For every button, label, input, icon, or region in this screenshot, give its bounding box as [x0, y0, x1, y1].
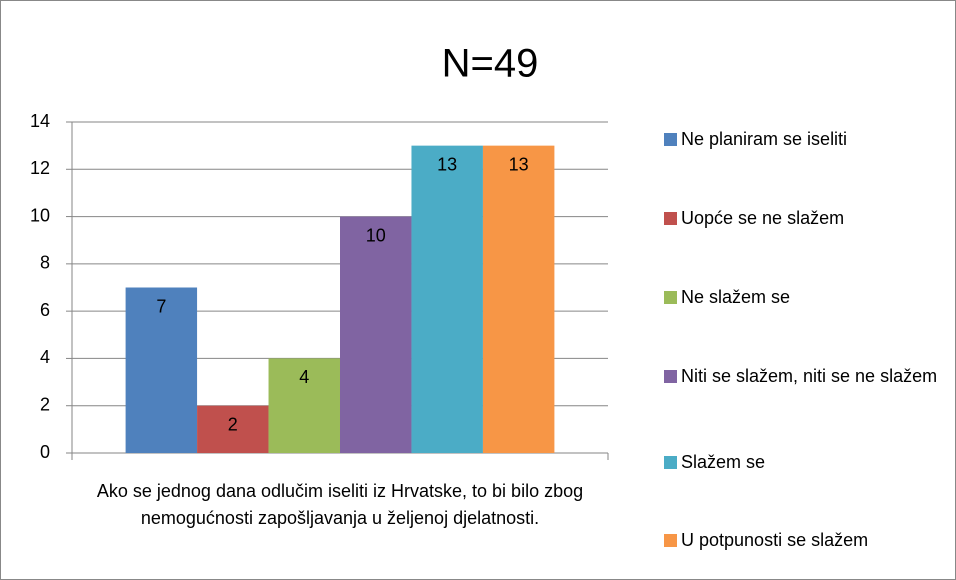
- legend-label: Slažem se: [681, 452, 766, 472]
- data-label: 7: [156, 296, 166, 316]
- legend-label: Uopće se ne slažem: [681, 208, 845, 228]
- legend-item: Ne slažem se: [664, 284, 949, 311]
- y-tick-label: 4: [40, 347, 50, 367]
- data-label: 13: [437, 154, 457, 174]
- legend-swatch: [664, 534, 677, 547]
- legend-label: U potpunosti se slažem: [681, 530, 869, 550]
- legend-label: Niti se slažem, niti se ne slažem: [681, 366, 938, 386]
- legend-swatch: [664, 133, 677, 146]
- legend-label: Ne planiram se iseliti: [681, 129, 848, 149]
- legend-swatch: [664, 370, 677, 383]
- bar: [482, 145, 555, 453]
- y-tick-label: 6: [40, 300, 50, 320]
- data-label: 13: [509, 154, 529, 174]
- legend-swatch: [664, 212, 677, 225]
- x-tick-label: Ako se jednog dana odlučim iseliti iz Hr…: [96, 481, 584, 528]
- legend-item: Niti se slažem, niti se ne slažem: [664, 363, 949, 390]
- legend-swatch: [664, 291, 677, 304]
- data-label: 4: [299, 367, 309, 387]
- bar: [340, 216, 412, 453]
- legend-item: Uopće se ne slažem: [664, 205, 949, 232]
- bar: [411, 145, 483, 453]
- bar: [125, 287, 198, 453]
- legend-item: Ne planiram se iseliti: [664, 126, 949, 153]
- legend-item: U potpunosti se slažem: [664, 527, 949, 554]
- chart-title: N=49: [442, 42, 539, 86]
- data-label: 2: [228, 414, 238, 434]
- data-label: 10: [366, 225, 386, 245]
- y-tick-label: 12: [30, 158, 50, 178]
- bar: [268, 358, 340, 453]
- y-tick-label: 14: [30, 111, 50, 131]
- y-tick-label: 8: [40, 253, 50, 273]
- y-tick-label: 2: [40, 394, 50, 414]
- legend-swatch: [664, 456, 677, 469]
- legend-label: Ne slažem se: [681, 287, 791, 307]
- bar: [197, 405, 269, 453]
- legend-item: Slažem se: [664, 449, 949, 476]
- y-tick-label: 10: [30, 205, 50, 225]
- y-tick-label: 0: [40, 442, 50, 462]
